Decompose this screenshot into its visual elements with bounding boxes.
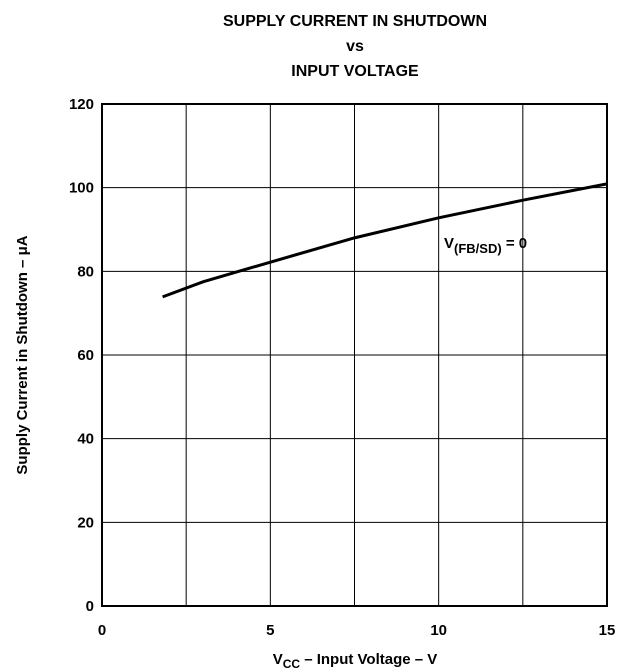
data-line [162, 182, 608, 299]
chart-title: SUPPLY CURRENT IN SHUTDOWN [223, 13, 487, 30]
x-tick-label: 15 [599, 622, 616, 639]
y-tick-label: 40 [77, 431, 94, 448]
x-tick-label: 5 [266, 622, 274, 639]
chart-title: INPUT VOLTAGE [291, 63, 419, 80]
y-tick-label: 80 [77, 263, 94, 280]
chart-title: vs [346, 38, 364, 55]
y-tick-label: 120 [69, 96, 94, 113]
x-axis-label: VCC – Input Voltage – V [273, 651, 438, 670]
y-tick-label: 100 [69, 180, 94, 197]
x-tick-label: 0 [98, 622, 106, 639]
y-tick-label: 60 [77, 347, 94, 364]
annotation: V(FB/SD) = 0 [444, 235, 527, 256]
x-tick-label: 10 [430, 622, 447, 639]
y-tick-label: 20 [77, 514, 94, 531]
y-tick-label: 0 [86, 598, 94, 615]
y-axis-label: Supply Current in Shutdown – μA [14, 235, 31, 474]
plot-frame [101, 103, 608, 607]
